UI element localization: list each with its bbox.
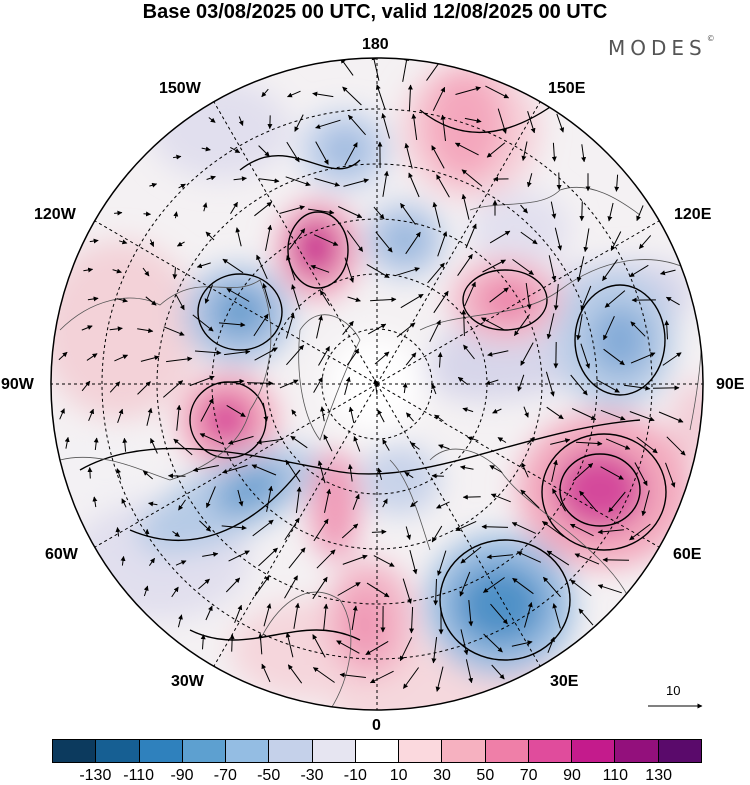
lon-label-90e: 90E [716, 376, 744, 394]
colorbar-swatch [53, 740, 96, 762]
colorbar-tick-label: -110 [123, 767, 154, 785]
colorbar-tick-label: -70 [214, 767, 237, 785]
colorbar-swatch [659, 740, 701, 762]
colorbar-swatch [399, 740, 442, 762]
colorbar-swatch [183, 740, 226, 762]
lon-label-120e: 120E [674, 206, 711, 224]
brand-name: MODES [608, 36, 707, 60]
colorbar-tick-label: -130 [79, 767, 111, 785]
map-title: Base 03/08/2025 00 UTC, valid 12/08/2025… [0, 0, 750, 24]
wind-vector [232, 634, 233, 651]
wind-vector [90, 468, 91, 479]
lon-label-0: 0 [372, 717, 381, 735]
colorbar-tick-label: 30 [433, 767, 451, 785]
colorbar-tick-label: -50 [257, 767, 280, 785]
brand-mark: © [707, 34, 715, 43]
reference-vector-label: 10 [666, 683, 680, 698]
colorbar-tick-label: 10 [390, 767, 408, 785]
colorbar-tick-label: 70 [520, 767, 538, 785]
wind-vector [169, 476, 186, 477]
wind-vector [603, 560, 629, 561]
colorbar-swatch [356, 740, 399, 762]
wind-vector [582, 201, 583, 220]
colorbar-tick-label: -90 [170, 767, 193, 785]
colorbar-swatch [529, 740, 572, 762]
lon-label-30e: 30E [550, 673, 578, 691]
lon-label-120w: 120W [34, 206, 76, 224]
anomaly-positive-170e [425, 70, 505, 180]
wind-vector [144, 214, 151, 215]
colorbar [52, 739, 702, 763]
colorbar-tick-label: 130 [645, 767, 672, 785]
lon-label-150e: 150E [548, 80, 585, 98]
colorbar-tick-label: 90 [563, 767, 581, 785]
colorbar-swatch [486, 740, 529, 762]
colorbar-tick-label: 110 [603, 767, 629, 785]
brand-logo: MODES© [608, 36, 715, 60]
colorbar-tick-label: -30 [300, 767, 323, 785]
colorbar-swatch [140, 740, 183, 762]
colorbar-tick-label: 50 [476, 767, 494, 785]
lon-label-150w: 150W [159, 80, 201, 98]
colorbar-swatch [226, 740, 269, 762]
lon-label-180: 180 [362, 36, 389, 54]
lon-label-30w: 30W [171, 673, 204, 691]
colorbar-swatch [572, 740, 615, 762]
lon-label-90w: 90W [1, 376, 34, 394]
lon-label-60w: 60W [45, 546, 78, 564]
colorbar-swatch [269, 740, 312, 762]
colorbar-swatch [313, 740, 356, 762]
lon-label-60e: 60E [673, 546, 701, 564]
wind-vector [147, 529, 148, 536]
colorbar-swatch [615, 740, 658, 762]
wind-vector [432, 476, 444, 477]
colorbar-swatch [442, 740, 485, 762]
colorbar-tick-label: -10 [344, 767, 367, 785]
colorbar-swatch [96, 740, 139, 762]
